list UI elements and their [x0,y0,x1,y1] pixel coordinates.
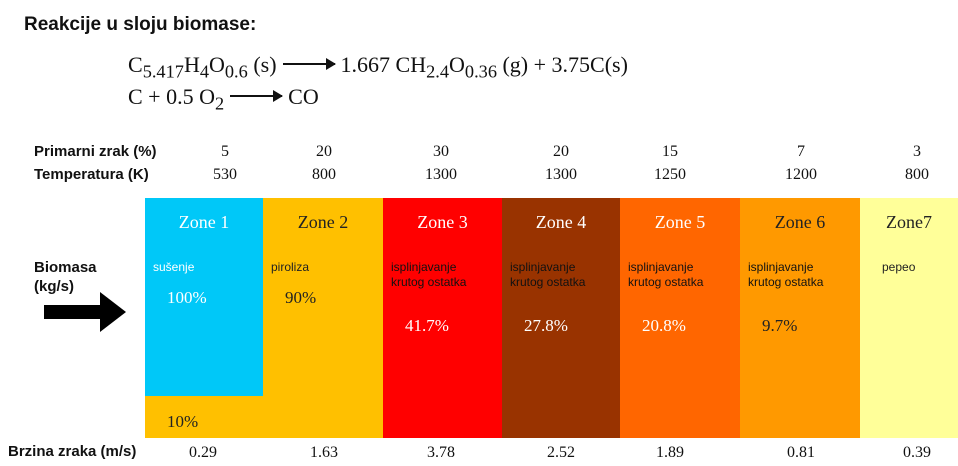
zone-1-drying-area [145,198,263,396]
primary-air-zone-4: 20 [553,143,569,160]
zone-5-block: Zone 5 isplinjavanje krutog ostatka 20.8% [620,198,740,438]
zone-1-remainder-pct: 10% [167,412,199,431]
temperature-zone-5: 1250 [654,166,686,183]
zone-3-pct: 41.7% [405,316,449,335]
eq1-c-sub: 5.417 [142,61,184,82]
zone-6-desc: isplinjavanje krutog ostatka [748,260,823,290]
zone-1-remainder-area [145,396,263,438]
air-speed-zone-2: 1.63 [310,444,338,461]
zone-1-name: Zone 1 [178,212,230,232]
biomass-label-line1: Biomasa [34,259,97,276]
zone-2-block: Zone 2 piroliza 90% [263,198,383,438]
zone-6-pct: 9.7% [762,316,798,335]
zone-4-name: Zone 4 [535,212,587,232]
eq2-lhs: C + 0.5 O [128,84,215,109]
eq1-rhs-o-sub: 0.36 [464,61,497,82]
zone-3-desc-line2: krutog ostatka [391,275,467,289]
eq1-h-sub: 4 [199,61,209,82]
zone-6-desc-line1: isplinjavanje [748,260,814,274]
zone-3-desc: isplinjavanje krutog ostatka [391,260,466,290]
zone-5-pct: 20.8% [642,316,686,335]
air-speed-zone-7: 0.39 [903,444,931,461]
zone-1-pct: 100% [167,288,207,307]
eq1-o: O [209,52,225,77]
zone-3-block: Zone 3 isplinjavanje krutog ostatka 41.7% [383,198,502,438]
zone-7-desc: pepeo [882,260,916,274]
eq1-state: (s) [247,52,277,77]
zone-4-block: Zone 4 isplinjavanje krutog ostatka 27.8% [502,198,620,438]
zone-5-desc-line1: isplinjavanje [628,260,694,274]
eq1-rhs-o: O [449,52,465,77]
biomass-flow-arrow-icon [44,292,126,332]
primary-air-zone-5: 15 [662,143,678,160]
temperature-label: Temperatura (K) [34,166,149,183]
eq1-o-sub: 0.6 [224,61,248,82]
reaction-arrow-icon [230,89,284,102]
zone-4-desc: isplinjavanje krutog ostatka [510,260,585,290]
eq2-rhs: CO [288,84,319,109]
eq1-c: C [128,52,143,77]
eq1-rhs-coef: 1.667 CH [340,52,427,77]
eq1-rhs-rest: (g) + 3.75C(s) [496,52,628,77]
temperature-zone-3: 1300 [425,166,457,183]
zone-2-name: Zone 2 [297,212,349,232]
zone-6-block: Zone 6 isplinjavanje krutog ostatka 9.7% [740,198,860,438]
zone-3-name: Zone 3 [417,212,468,232]
air-speed-zone-1: 0.29 [189,444,217,461]
primary-air-label: Primarni zrak (%) [34,143,157,160]
eq1-rhs-h-sub: 2.4 [426,61,450,82]
air-speed-zone-5: 1.89 [656,444,684,461]
zone-5-desc-line2: krutog ostatka [628,275,704,289]
primary-air-zone-3: 30 [433,143,449,160]
diagram-title: Reakcije u sloju biomase: [24,14,257,35]
reaction-arrow-icon [282,57,336,70]
zone-2-desc: piroliza [271,260,310,274]
primary-air-zone-1: 5 [221,143,229,160]
air-speed-label: Brzina zraka (m/s) [8,443,137,460]
biomass-label-line2: (kg/s) [34,278,75,295]
temperature-zone-4: 1300 [545,166,577,183]
zone-3-desc-line1: isplinjavanje [391,260,457,274]
zone-4-desc-line1: isplinjavanje [510,260,576,274]
air-speed-zone-3: 3.78 [427,444,455,461]
zone-1-block: Zone 1 sušenje 100% 10% [145,198,263,438]
zone-4-desc-line2: krutog ostatka [510,275,586,289]
primary-air-zone-7: 3 [913,143,921,160]
primary-air-zone-6: 7 [797,143,805,160]
temperature-zone-2: 800 [312,166,336,183]
temperature-zone-7: 800 [905,166,929,183]
reaction-equation-1: C5.417H4O0.6 (s) 1.667 CH2.4O0.36 (g) + 3… [128,52,628,82]
eq1-h: H [183,52,200,77]
zone-7-name: Zone7 [886,212,932,232]
biomass-label: Biomasa (kg/s) [34,258,97,296]
zone-2-pct: 90% [285,288,317,307]
air-speed-zone-6: 0.81 [787,444,815,461]
air-speed-zone-4: 2.52 [547,444,575,461]
primary-air-zone-2: 20 [316,143,332,160]
zone-5-name: Zone 5 [654,212,706,232]
zone-6-name: Zone 6 [774,212,826,232]
eq2-lhs-sub: 2 [214,93,225,114]
zone-5-desc: isplinjavanje krutog ostatka [628,260,703,290]
zone-1-desc: sušenje [153,260,195,274]
zone-6-desc-line2: krutog ostatka [748,275,824,289]
zone-7-block: Zone7 pepeo [860,198,958,438]
reaction-equation-2: C + 0.5 O2 CO [128,84,319,114]
temperature-zone-6: 1200 [785,166,817,183]
temperature-zone-1: 530 [213,166,237,183]
zone-4-pct: 27.8% [524,316,568,335]
